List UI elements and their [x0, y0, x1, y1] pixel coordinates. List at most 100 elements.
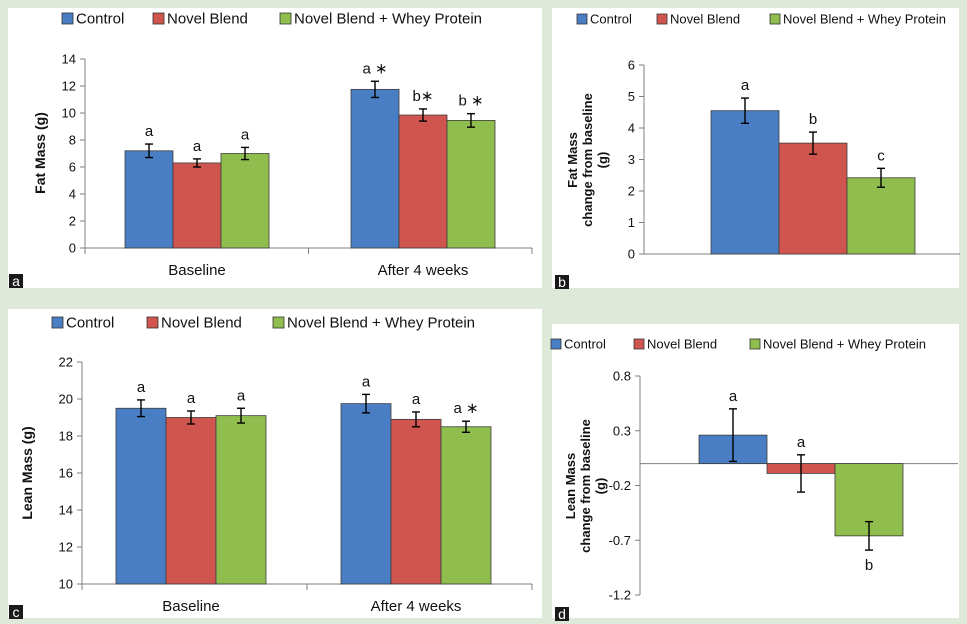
- bar: [710, 110, 780, 255]
- bar: [115, 407, 167, 585]
- y-tick-label: 0: [628, 247, 635, 262]
- y-axis-title-line: change from baseline: [580, 93, 595, 227]
- y-tick-label: 14: [62, 52, 76, 67]
- y-tick-label: 2: [628, 184, 635, 199]
- y-tick-label: 12: [62, 79, 76, 94]
- significance-label: a: [137, 379, 146, 396]
- panel-tag: [555, 275, 569, 289]
- legend-swatch: [152, 12, 165, 25]
- y-tick-label: 0: [69, 241, 76, 256]
- chart-panel-c: Control Novel Blend Novel Blend + Whey Pro…: [8, 309, 542, 620]
- y-tick-label: 14: [59, 503, 73, 518]
- significance-label: b∗: [413, 88, 434, 105]
- significance-label: a: [241, 126, 250, 143]
- y-axis-title: Lean Masschange from baseline(g): [563, 419, 608, 553]
- chart-panel-d: Control Novel Blend Novel Blend + Whey Pro…: [550, 324, 959, 622]
- legend-swatch: [749, 338, 761, 350]
- legend-swatch: [146, 316, 159, 329]
- y-axis-title-line: (g): [593, 478, 608, 495]
- y-tick-label: -0.7: [609, 533, 631, 548]
- significance-label: b: [865, 557, 873, 574]
- y-axis-title-line: (g): [595, 152, 610, 169]
- bar: [340, 403, 392, 585]
- bar: [778, 142, 848, 255]
- legend-label: Novel Blend: [647, 337, 717, 352]
- y-tick-label: 20: [59, 392, 73, 407]
- bar: [446, 120, 496, 249]
- bar: [165, 417, 217, 585]
- y-tick-label: -0.2: [609, 478, 631, 493]
- y-tick-label: 8: [69, 133, 76, 148]
- y-tick-label: 2: [69, 214, 76, 229]
- y-tick-label: 0.8: [613, 369, 631, 384]
- y-tick-label: 22: [59, 355, 73, 370]
- panel-tag-label: a: [12, 273, 20, 289]
- legend-label: Control: [564, 337, 606, 352]
- significance-label: c: [877, 147, 885, 164]
- legend-swatch: [769, 13, 781, 25]
- legend-swatch: [61, 12, 74, 25]
- y-tick-label: 0.3: [613, 423, 631, 438]
- significance-label: b ∗: [458, 93, 483, 110]
- significance-label: a ∗: [453, 400, 478, 417]
- panel-tag: [555, 607, 569, 621]
- significance-label: a: [193, 138, 202, 155]
- significance-label: a: [362, 373, 371, 390]
- bar: [846, 177, 916, 255]
- y-tick-label: 10: [59, 577, 73, 592]
- bar: [215, 415, 267, 585]
- significance-label: b: [809, 111, 817, 128]
- legend-label: Novel Blend + Whey Protein: [294, 11, 482, 28]
- y-tick-label: 1: [628, 215, 635, 230]
- significance-label: a: [729, 388, 738, 405]
- y-tick-label: 10: [62, 106, 76, 121]
- legend-label: Novel Blend: [167, 11, 248, 28]
- panel-tag-label: d: [558, 606, 566, 622]
- bar: [172, 162, 222, 249]
- legend-swatch: [272, 316, 285, 329]
- panel-tag-label: b: [558, 274, 566, 290]
- y-tick-label: 6: [69, 160, 76, 175]
- y-axis-title: Fat Mass (g): [32, 112, 48, 194]
- bar: [124, 150, 174, 249]
- y-axis-title-line: change from baseline: [578, 419, 593, 553]
- legend-label: Novel Blend + Whey Protein: [783, 12, 946, 27]
- significance-label: a ∗: [362, 60, 387, 77]
- x-category-label: After 4 weeks: [371, 598, 462, 615]
- x-category-label: After 4 weeks: [378, 262, 469, 279]
- significance-label: a: [412, 391, 421, 408]
- panel-tag: [9, 274, 23, 288]
- x-category-label: Baseline: [168, 262, 226, 279]
- y-tick-label: 4: [628, 121, 635, 136]
- legend-label: Control: [66, 315, 114, 332]
- bar: [440, 426, 492, 585]
- bar: [220, 153, 270, 249]
- legend-label: Novel Blend + Whey Protein: [287, 315, 475, 332]
- y-axis-title-line: Fat Mass: [565, 132, 580, 188]
- significance-label: a: [741, 77, 750, 94]
- y-tick-label: 18: [59, 429, 73, 444]
- y-axis-title: Fat Masschange from baseline(g): [565, 93, 610, 227]
- y-axis-title-line: Lean Mass: [563, 453, 578, 519]
- bar: [398, 114, 448, 249]
- legend-label: Novel Blend + Whey Protein: [763, 337, 926, 352]
- legend-swatch: [576, 13, 588, 25]
- y-tick-label: 5: [628, 89, 635, 104]
- y-axis-title: Lean Mass (g): [19, 426, 35, 519]
- legend-label: Novel Blend: [161, 315, 242, 332]
- legend-label: Control: [76, 11, 124, 28]
- legend-label: Novel Blend: [670, 12, 740, 27]
- bar: [350, 88, 400, 249]
- panel-tag: [9, 605, 23, 619]
- significance-label: a: [797, 434, 806, 451]
- significance-label: a: [237, 387, 246, 404]
- y-tick-label: 12: [59, 540, 73, 555]
- legend-swatch: [633, 338, 645, 350]
- x-category-label: Baseline: [162, 598, 220, 615]
- significance-label: a: [145, 123, 154, 140]
- legend-swatch: [279, 12, 292, 25]
- y-tick-label: 6: [628, 58, 635, 73]
- legend-swatch: [51, 316, 64, 329]
- panel-tag-label: c: [13, 604, 20, 620]
